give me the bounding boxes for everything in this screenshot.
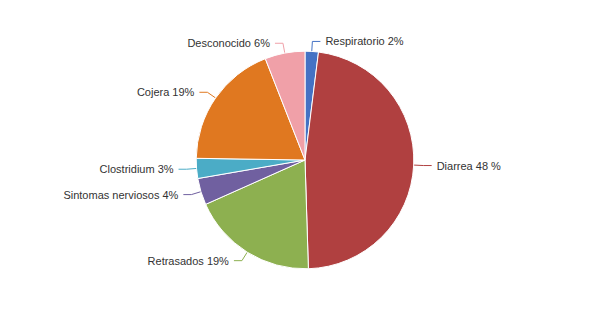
svg-text:Diarrea 48 %: Diarrea 48 % [437, 160, 501, 172]
svg-text:Cojera 19%: Cojera 19% [137, 86, 195, 98]
svg-text:Respiratorio 2%: Respiratorio 2% [325, 35, 403, 47]
svg-text:Clostridium 3%: Clostridium 3% [100, 163, 174, 175]
svg-text:Retrasados 19%: Retrasados 19% [148, 255, 230, 267]
svg-text:Desconocido 6%: Desconocido 6% [187, 37, 270, 49]
svg-text:Sintomas nerviosos 4%: Sintomas nerviosos 4% [63, 189, 178, 201]
